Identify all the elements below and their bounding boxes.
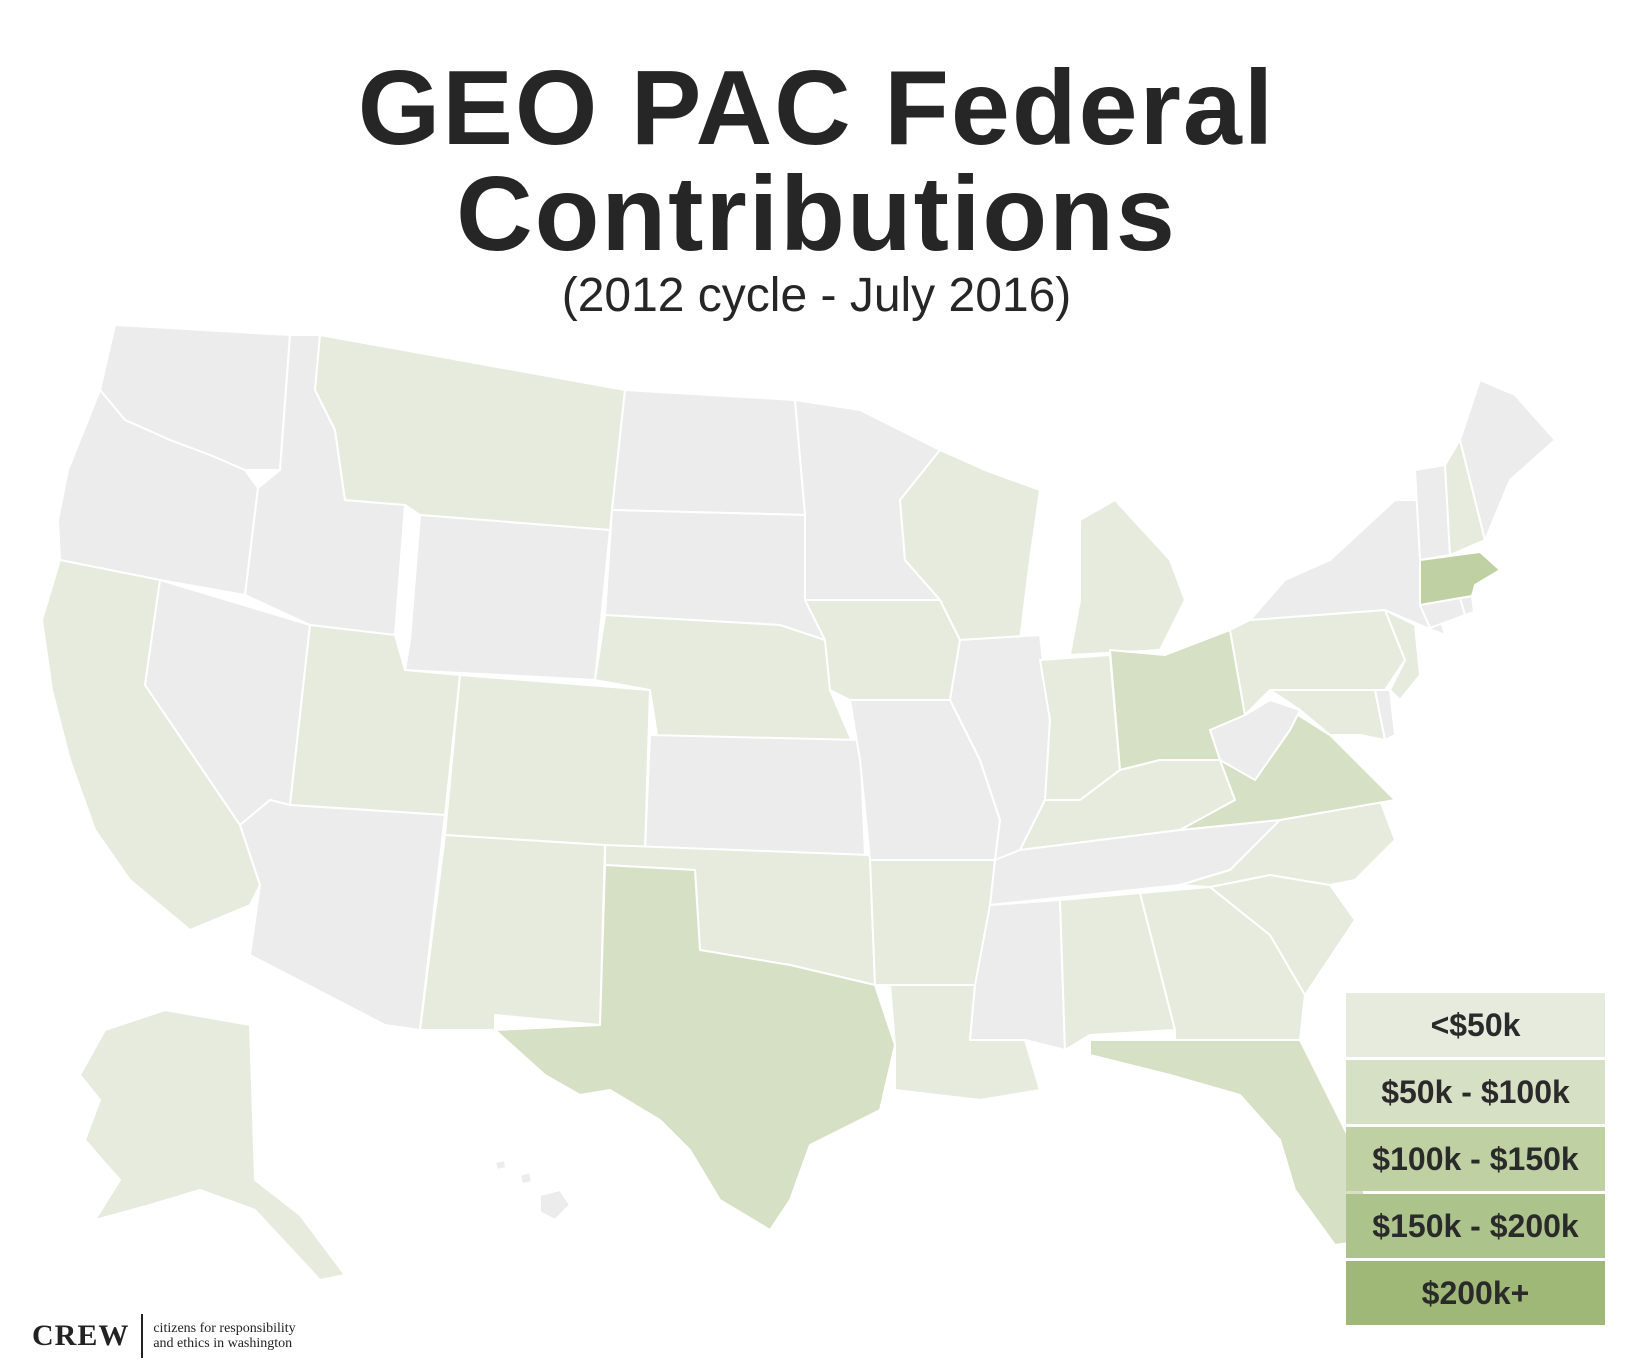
- crew-logo-tagline: citizens for responsibility and ethics i…: [143, 1321, 295, 1351]
- state-hi: [494, 1159, 571, 1221]
- legend: <$50k $50k - $100k $100k - $150k $150k -…: [1346, 993, 1605, 1328]
- state-az: [239, 799, 446, 1031]
- legend-label: $150k - $200k: [1372, 1207, 1579, 1244]
- legend-item-under-50k: <$50k: [1346, 993, 1605, 1057]
- crew-logo: CREW citizens for responsibility and eth…: [32, 1310, 296, 1362]
- legend-label: $50k - $100k: [1381, 1073, 1570, 1110]
- state-nj: [1384, 609, 1421, 701]
- legend-label: $100k - $150k: [1372, 1140, 1579, 1177]
- crew-tagline-line-1: citizens for responsibility: [153, 1321, 296, 1336]
- crew-logo-mark: CREW: [32, 1314, 144, 1358]
- map-title: GEO PAC Federal Contributions: [0, 55, 1633, 267]
- state-nm: [419, 834, 606, 1031]
- state-nd: [611, 389, 806, 516]
- state-wi: [899, 449, 1041, 641]
- state-co: [444, 674, 651, 851]
- state-wy: [404, 514, 611, 681]
- map-title-line-1: GEO PAC Federal: [357, 49, 1276, 167]
- state-mt: [314, 334, 626, 531]
- legend-item-50k-100k: $50k - $100k: [1346, 1060, 1605, 1124]
- state-vt: [1414, 464, 1451, 561]
- legend-item-100k-150k: $100k - $150k: [1346, 1127, 1605, 1191]
- state-me: [1459, 379, 1556, 541]
- state-al: [1059, 892, 1176, 1051]
- state-ks: [644, 734, 866, 856]
- legend-item-200k-plus: $200k+: [1346, 1261, 1605, 1325]
- legend-label: $200k+: [1421, 1274, 1530, 1311]
- crew-tagline-line-2: and ethics in washington: [153, 1336, 293, 1351]
- state-wv: [1209, 699, 1301, 781]
- legend-item-150k-200k: $150k - $200k: [1346, 1194, 1605, 1258]
- legend-label: <$50k: [1430, 1006, 1521, 1043]
- state-mi: [1069, 499, 1186, 656]
- state-ak: [79, 1009, 346, 1281]
- map-title-line-2: Contributions: [456, 155, 1177, 273]
- state-fl: [1089, 1039, 1371, 1246]
- state-ma: [1419, 551, 1501, 606]
- state-tx: [494, 864, 896, 1231]
- map-subtitle: (2012 cycle - July 2016): [561, 269, 1072, 322]
- state-ar: [869, 859, 996, 986]
